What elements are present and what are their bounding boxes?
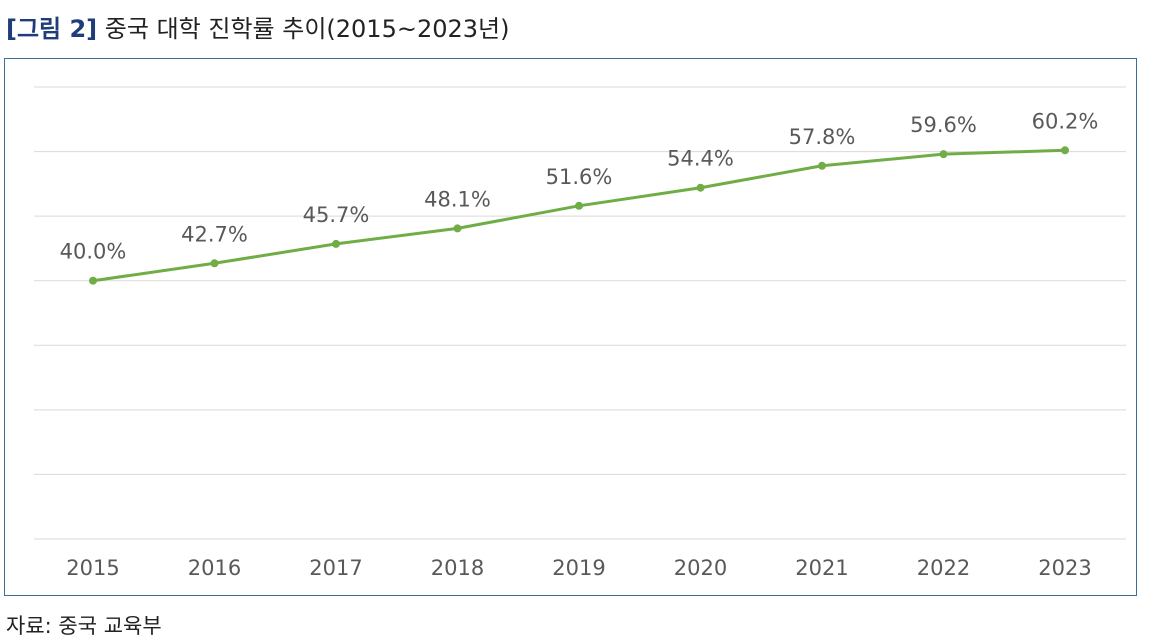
- chart-frame: [4, 58, 1137, 596]
- data-point: [453, 224, 462, 233]
- x-tick-label: 2015: [66, 556, 119, 580]
- data-label: 45.7%: [303, 203, 370, 227]
- data-point: [575, 201, 583, 210]
- data-point: [89, 276, 97, 285]
- data-point: [1061, 146, 1069, 155]
- data-point: [939, 150, 948, 159]
- x-tick-label: 2022: [917, 556, 970, 580]
- x-tick-label: 2017: [309, 556, 362, 580]
- data-label: 54.4%: [667, 147, 734, 171]
- figure-caption: [그림 2] 중국 대학 진학률 추이(2015~2023년): [6, 12, 509, 46]
- data-label: 59.6%: [910, 113, 977, 137]
- data-point: [210, 259, 219, 268]
- data-point: [696, 183, 705, 192]
- x-tick-label: 2021: [795, 556, 848, 580]
- x-tick-label: 2016: [188, 556, 241, 580]
- data-label: 48.1%: [424, 187, 491, 211]
- x-tick-label: 2018: [431, 556, 484, 580]
- data-label: 40.0%: [60, 240, 127, 264]
- x-axis: 2015 2016 2017 2018 2019 2020 2021 2022 2023: [66, 556, 1091, 580]
- figure-title: 중국 대학 진학률 추이(2015~2023년): [104, 15, 510, 43]
- data-label: 57.8%: [789, 125, 856, 149]
- data-point: [332, 239, 340, 248]
- data-label: 51.6%: [546, 165, 613, 189]
- source-note: 자료: 중국 교육부: [6, 614, 162, 638]
- x-tick-label: 2019: [552, 556, 605, 580]
- series-layer: 40.0% 42.7% 45.7% 48.1% 51.6% 54.4% 57.8% 59.6%…: [60, 109, 1099, 285]
- data-point: [818, 161, 826, 170]
- gridlines: [34, 86, 1126, 540]
- x-tick-label: 2020: [674, 556, 727, 580]
- data-label: 60.2%: [1032, 109, 1099, 133]
- data-label: 42.7%: [181, 222, 248, 246]
- figure-label: [그림 2]: [6, 15, 98, 43]
- x-tick-label: 2023: [1038, 556, 1091, 580]
